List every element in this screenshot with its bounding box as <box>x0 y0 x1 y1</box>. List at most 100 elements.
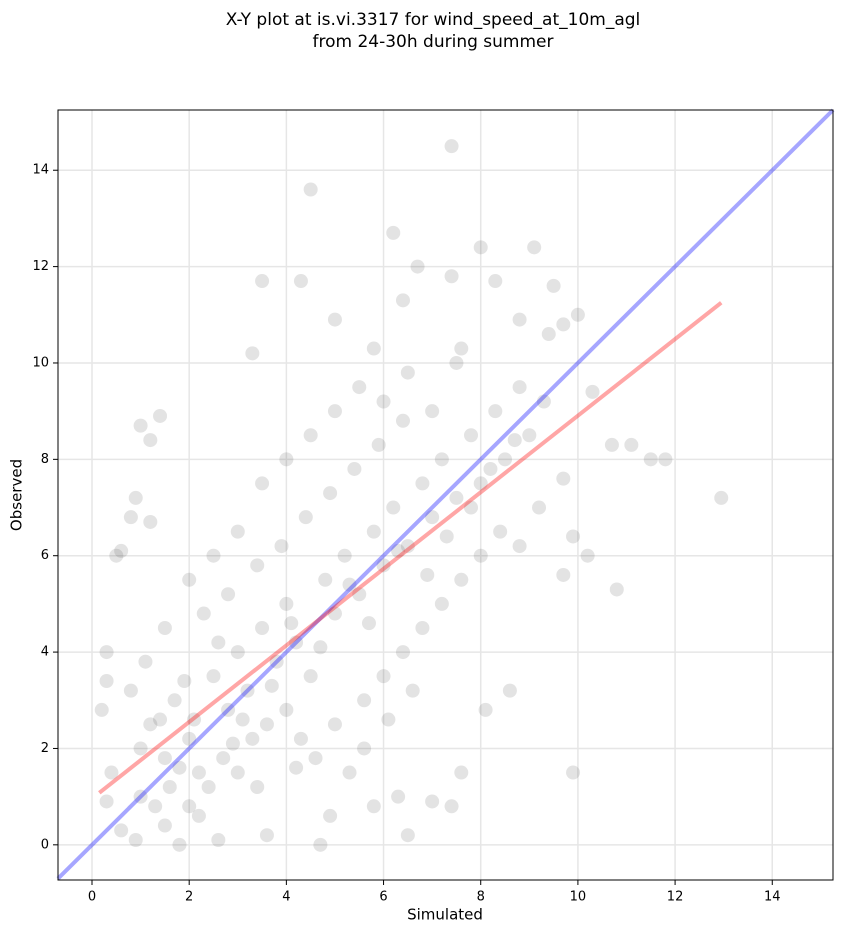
point <box>206 669 221 684</box>
point <box>327 312 342 327</box>
point <box>143 717 158 732</box>
point <box>196 606 211 621</box>
point <box>434 452 449 467</box>
point <box>327 606 342 621</box>
point <box>391 789 406 804</box>
x-tick-label: 14 <box>764 890 781 905</box>
point <box>289 635 304 650</box>
point <box>133 418 148 433</box>
y-tick-label: 12 <box>32 259 49 274</box>
point <box>527 240 542 255</box>
point <box>114 823 129 838</box>
point <box>259 717 274 732</box>
x-tick-label: 6 <box>379 890 387 905</box>
y-axis-label: Observed <box>8 459 26 531</box>
point <box>298 510 313 525</box>
point <box>259 828 274 843</box>
point <box>230 524 245 539</box>
point <box>157 751 172 766</box>
x-tick-label: 2 <box>185 890 193 905</box>
point <box>323 486 338 501</box>
point <box>221 702 236 717</box>
point <box>395 293 410 308</box>
point <box>279 596 294 611</box>
point <box>507 433 522 448</box>
point <box>157 620 172 635</box>
point <box>658 452 673 467</box>
point <box>425 794 440 809</box>
point <box>99 794 114 809</box>
point <box>109 548 124 563</box>
point <box>313 640 328 655</box>
point <box>473 240 488 255</box>
point <box>187 712 202 727</box>
point <box>191 808 206 823</box>
point <box>114 543 129 558</box>
point <box>250 558 265 573</box>
y-tick-label: 4 <box>41 645 49 660</box>
point <box>395 413 410 428</box>
y-tick-label: 8 <box>41 452 49 467</box>
point <box>255 274 270 289</box>
point <box>371 437 386 452</box>
point <box>366 524 381 539</box>
point <box>201 780 216 795</box>
point <box>279 452 294 467</box>
point <box>449 490 464 505</box>
point <box>153 408 168 423</box>
point <box>284 616 299 631</box>
point <box>400 365 415 380</box>
point <box>624 437 639 452</box>
point <box>148 799 163 814</box>
point <box>128 490 143 505</box>
point <box>444 269 459 284</box>
point <box>512 380 527 395</box>
point <box>269 654 284 669</box>
point <box>410 259 425 274</box>
point <box>264 678 279 693</box>
point <box>464 428 479 443</box>
point <box>391 543 406 558</box>
point <box>143 514 158 529</box>
point <box>293 731 308 746</box>
point <box>498 452 513 467</box>
point <box>342 765 357 780</box>
point <box>366 341 381 356</box>
point <box>434 596 449 611</box>
point <box>211 635 226 650</box>
point <box>99 645 114 660</box>
plot-frame <box>57 109 834 881</box>
point <box>162 780 177 795</box>
point <box>167 693 182 708</box>
point <box>99 673 114 688</box>
point <box>556 567 571 582</box>
point <box>245 731 260 746</box>
y-tick-label: 2 <box>41 741 49 756</box>
point <box>216 751 231 766</box>
point <box>420 567 435 582</box>
point <box>502 683 517 698</box>
point <box>303 428 318 443</box>
point <box>245 346 260 361</box>
chart-title: X-Y plot at is.vi.3317 for wind_speed_at… <box>226 10 641 30</box>
point <box>714 490 729 505</box>
point <box>566 529 581 544</box>
point <box>386 500 401 515</box>
point <box>444 799 459 814</box>
point <box>352 587 367 602</box>
point <box>206 548 221 563</box>
point <box>512 312 527 327</box>
point <box>327 717 342 732</box>
point <box>172 837 187 852</box>
y-tick-label: 14 <box>32 163 49 178</box>
point <box>488 274 503 289</box>
point <box>580 548 595 563</box>
point <box>376 558 391 573</box>
point <box>400 539 415 554</box>
point <box>454 341 469 356</box>
point <box>230 765 245 780</box>
x-tick-label: 8 <box>477 890 485 905</box>
point <box>361 616 376 631</box>
point <box>303 669 318 684</box>
